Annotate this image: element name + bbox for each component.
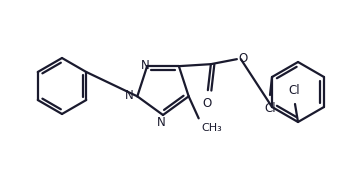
Text: Cl: Cl	[264, 102, 276, 115]
Text: O: O	[238, 52, 247, 65]
Text: N: N	[157, 116, 165, 129]
Text: CH₃: CH₃	[202, 123, 222, 133]
Text: Cl: Cl	[288, 84, 300, 97]
Text: N: N	[141, 59, 150, 72]
Text: O: O	[202, 97, 212, 110]
Text: N: N	[125, 89, 133, 102]
